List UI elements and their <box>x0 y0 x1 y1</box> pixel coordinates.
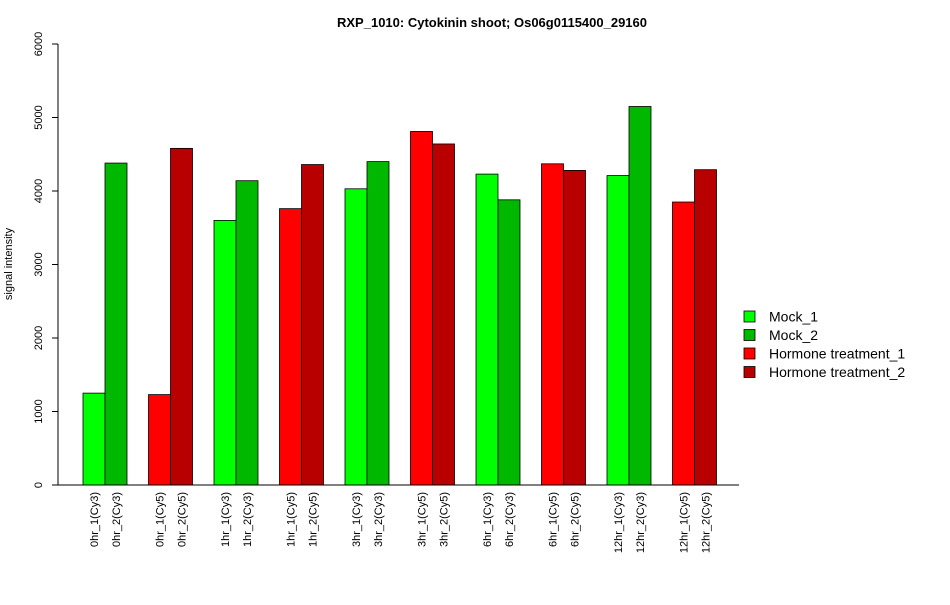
legend-swatch <box>743 347 756 360</box>
y-tick-label: 2000 <box>33 326 45 350</box>
x-tick-label: 0hr_1(Cy3) <box>89 492 101 547</box>
x-tick-label: 6hr_2(Cy5) <box>570 492 582 547</box>
x-tick-label: 6hr_2(Cy3) <box>504 492 516 547</box>
y-tick-label: 5000 <box>33 105 45 129</box>
x-tick-label: 0hr_2(Cy3) <box>111 492 123 547</box>
bar <box>410 131 433 486</box>
y-axis-label: signal intensity <box>3 227 15 300</box>
legend-label: Hormone treatment_2 <box>769 364 905 380</box>
x-tick-label: 3hr_1(Cy5) <box>417 492 429 547</box>
legend-swatch <box>743 366 756 378</box>
legend-swatch <box>743 310 756 323</box>
legend-label: Mock_2 <box>769 327 818 343</box>
x-tick-label: 6hr_1(Cy3) <box>482 492 494 547</box>
x-axis-labels: 0hr_1(Cy3) 0hr_2(Cy3) 0hr_1(Cy5) 0hr_2(Cy5)… <box>89 492 713 553</box>
bar <box>301 164 324 486</box>
y-tick-label: 3000 <box>33 252 45 276</box>
bar <box>344 188 368 486</box>
x-tick-label: 12hr_2(Cy3) <box>635 492 647 553</box>
bar <box>628 106 652 486</box>
y-tick-label: 0 <box>33 482 45 488</box>
x-tick-label: 3hr_2(Cy5) <box>439 492 451 547</box>
x-tick-label: 12hr_1(Cy3) <box>613 492 625 553</box>
bar <box>497 199 521 486</box>
y-tick-label: 1000 <box>33 399 45 423</box>
x-tick-label: 0hr_2(Cy5) <box>177 492 189 547</box>
y-tick-label: 6000 <box>33 32 45 56</box>
bar <box>694 169 717 486</box>
y-tick-label: 4000 <box>33 179 45 203</box>
bar <box>475 173 499 486</box>
x-tick-label: 12hr_1(Cy5) <box>679 492 691 553</box>
x-tick-label: 3hr_2(Cy3) <box>373 492 385 547</box>
y-axis: 0 1000 2000 3000 4000 5000 6000 <box>33 32 59 488</box>
x-tick-label: 1hr_2(Cy5) <box>308 492 320 547</box>
bar <box>170 147 193 486</box>
bar <box>672 201 695 486</box>
bar <box>213 219 237 486</box>
x-tick-label: 1hr_1(Cy3) <box>220 492 232 547</box>
bar <box>432 143 455 486</box>
legend-swatch <box>743 329 756 341</box>
chart-title: RXP_1010: Cytokinin shoot; Os06g0115400_… <box>337 15 647 30</box>
bar <box>366 161 390 486</box>
bar <box>82 392 106 486</box>
bar <box>279 208 302 486</box>
bar <box>563 170 586 486</box>
bars-group <box>82 106 717 486</box>
x-tick-label: 0hr_1(Cy5) <box>155 492 167 547</box>
bar <box>235 180 259 486</box>
x-tick-label: 12hr_2(Cy5) <box>701 492 713 553</box>
legend-label: Mock_1 <box>769 309 818 325</box>
bar <box>148 394 171 486</box>
bar <box>606 175 630 486</box>
legend: Mock_1 Mock_2 Hormone treatment_1 Hormone t… <box>743 309 905 380</box>
bar <box>104 162 128 486</box>
legend-label: Hormone treatment_1 <box>769 346 905 362</box>
x-tick-label: 1hr_1(Cy5) <box>286 492 298 547</box>
x-tick-label: 6hr_1(Cy5) <box>548 492 560 547</box>
bar <box>541 163 564 486</box>
x-tick-label: 3hr_1(Cy3) <box>351 492 363 547</box>
x-tick-label: 1hr_2(Cy3) <box>242 492 254 547</box>
